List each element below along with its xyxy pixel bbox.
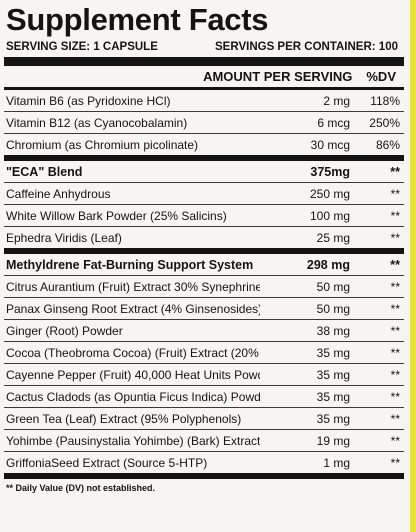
blend-row: Methyldrene Fat-Burning Support System 2… (4, 254, 404, 276)
ingredient-amount: 50 mg (316, 301, 350, 316)
ingredient-name: GriffoniaSeed Extract (Source 5-HTP) (6, 455, 208, 470)
amount-header: AMOUNT PER SERVING (203, 69, 353, 84)
ingredient-amount: 35 mg (316, 345, 350, 360)
nutrient-dv: 118% (370, 93, 400, 108)
nutrient-row: Vitamin B12 (as Cyanocobalamin) 6 mcg 25… (4, 112, 404, 134)
ingredient-amount: 38 mg (316, 323, 350, 338)
ingredient-row: Ephedra Viridis (Leaf) 25 mg ** (4, 227, 404, 254)
nutrient-name: Chromium (as Chromium picolinate) (6, 137, 199, 152)
blend-row: "ECA" Blend 375mg ** (4, 161, 404, 183)
ingredient-dv: ** (390, 230, 400, 245)
ingredient-name: Green Tea (Leaf) Extract (95% Polyphenol… (6, 411, 242, 426)
column-header: AMOUNT PER SERVING %DV (4, 66, 404, 90)
nutrient-row: Vitamin B6 (as Pyridoxine HCl) 2 mg 118% (4, 90, 404, 112)
nutrient-name: Vitamin B6 (as Pyridoxine HCl) (6, 93, 171, 108)
ingredient-name: Ginger (Root) Powder (6, 323, 123, 338)
ingredient-dv: ** (390, 411, 400, 426)
ingredient-row: GriffoniaSeed Extract (Source 5-HTP) 1 m… (4, 452, 404, 479)
blend-dv: ** (390, 257, 400, 272)
ingredient-name: Cayenne Pepper (Fruit) 40,000 Heat Units… (6, 367, 260, 382)
nutrient-dv: 250% (369, 115, 400, 130)
ingredient-row: Panax Ginseng Root Extract (4% Ginsenosi… (4, 298, 404, 320)
footnote: ** Daily Value (DV) not established. (6, 483, 156, 493)
serving-size: SERVING SIZE: 1 CAPSULE (6, 41, 158, 53)
ingredient-row: Cocoa (Theobroma Cocoa) (Fruit) Extract … (4, 342, 404, 364)
ingredient-dv: ** (390, 345, 400, 360)
ingredient-row: Cactus Cladods (as Opuntia Ficus Indica)… (4, 386, 404, 408)
ingredient-dv: ** (390, 367, 400, 382)
ingredient-row: Green Tea (Leaf) Extract (95% Polyphenol… (4, 408, 404, 430)
ingredient-name: Citrus Aurantium (Fruit) Extract 30% Syn… (6, 279, 260, 294)
ingredient-dv: ** (390, 301, 400, 316)
ingredient-row: White Willow Bark Powder (25% Salicins) … (4, 205, 404, 227)
blend-dv: ** (390, 164, 400, 179)
servings-per-container: SERVINGS PER CONTAINER: 100 (215, 41, 398, 53)
ingredient-row: Cayenne Pepper (Fruit) 40,000 Heat Units… (4, 364, 404, 386)
ingredient-dv: ** (390, 186, 400, 201)
ingredient-amount: 35 mg (316, 367, 350, 382)
nutrient-row: Chromium (as Chromium picolinate) 30 mcg… (4, 134, 404, 161)
ingredient-row: Ginger (Root) Powder 38 mg ** (4, 320, 404, 342)
nutrient-amount: 30 mcg (310, 137, 350, 152)
dv-header: %DV (366, 69, 396, 84)
blend-amount: 375mg (310, 164, 350, 179)
ingredient-dv: ** (390, 279, 400, 294)
ingredient-amount: 250 mg (309, 186, 350, 201)
ingredient-dv: ** (390, 455, 400, 470)
ingredient-amount: 50 mg (316, 279, 350, 294)
ingredient-dv: ** (390, 323, 400, 338)
blend-amount: 298 mg (306, 257, 350, 272)
nutrient-dv: 86% (375, 137, 400, 152)
ingredient-amount: 35 mg (316, 411, 350, 426)
ingredient-amount: 25 mg (316, 230, 350, 245)
ingredient-row: Citrus Aurantium (Fruit) Extract 30% Syn… (4, 276, 404, 298)
ingredient-name: Caffeine Anhydrous (6, 186, 111, 201)
nutrient-name: Vitamin B12 (as Cyanocobalamin) (6, 115, 188, 130)
ingredient-dv: ** (390, 433, 400, 448)
serving-info: SERVING SIZE: 1 CAPSULE SERVINGS PER CON… (4, 38, 404, 66)
ingredient-amount: 19 mg (316, 433, 350, 448)
ingredient-name: Panax Ginseng Root Extract (4% Ginsenosi… (6, 301, 260, 316)
blend-name: "ECA" Blend (6, 164, 83, 179)
ingredient-name: Ephedra Viridis (Leaf) (6, 230, 122, 245)
label-title: Supplement Facts (6, 2, 269, 37)
ingredient-dv: ** (390, 389, 400, 404)
nutrient-amount: 6 mcg (317, 115, 350, 130)
ingredient-amount: 35 mg (316, 389, 350, 404)
ingredient-row: Caffeine Anhydrous 250 mg ** (4, 183, 404, 205)
ingredient-row: Yohimbe (Pausinystalia Yohimbe) (Bark) E… (4, 430, 404, 452)
ingredient-name: Cactus Cladods (as Opuntia Ficus Indica)… (6, 389, 260, 404)
ingredient-amount: 1 mg (323, 455, 350, 470)
ingredient-name: Cocoa (Theobroma Cocoa) (Fruit) Extract … (6, 345, 260, 360)
ingredient-name: White Willow Bark Powder (25% Salicins) (6, 208, 227, 223)
blend-name: Methyldrene Fat-Burning Support System (6, 257, 254, 272)
ingredient-name: Yohimbe (Pausinystalia Yohimbe) (Bark) E… (6, 433, 260, 448)
ingredient-dv: ** (390, 208, 400, 223)
nutrient-amount: 2 mg (323, 93, 350, 108)
ingredient-amount: 100 mg (309, 208, 350, 223)
